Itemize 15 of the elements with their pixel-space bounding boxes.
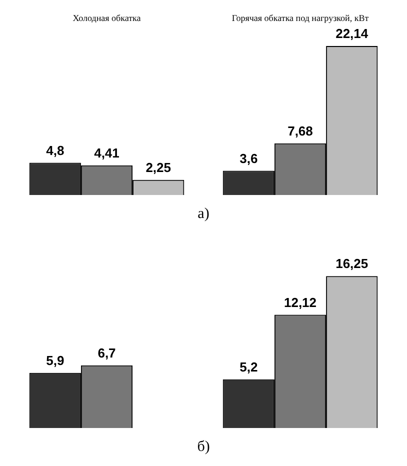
data-label: 4,8 [46,142,64,158]
data-label: 6,7 [98,345,116,360]
text: б) [197,438,210,455]
data-label: 3,6 [240,150,258,166]
data-label: 5,9 [46,352,64,368]
text: а) [198,206,210,222]
x-tick-label: Горячая обкатка под нагрузкой, кВт [232,12,369,23]
data-label: 22,14 [336,26,369,42]
x-tick-label: Холодная обкатка [72,12,141,23]
data-label: 12,12 [284,294,317,310]
data-label: 5,2 [240,359,258,374]
data-label: 4,41 [94,145,120,160]
data-label: 16,25 [336,256,368,272]
data-label: 2,25 [146,160,172,175]
data-label: 7,68 [288,123,313,138]
